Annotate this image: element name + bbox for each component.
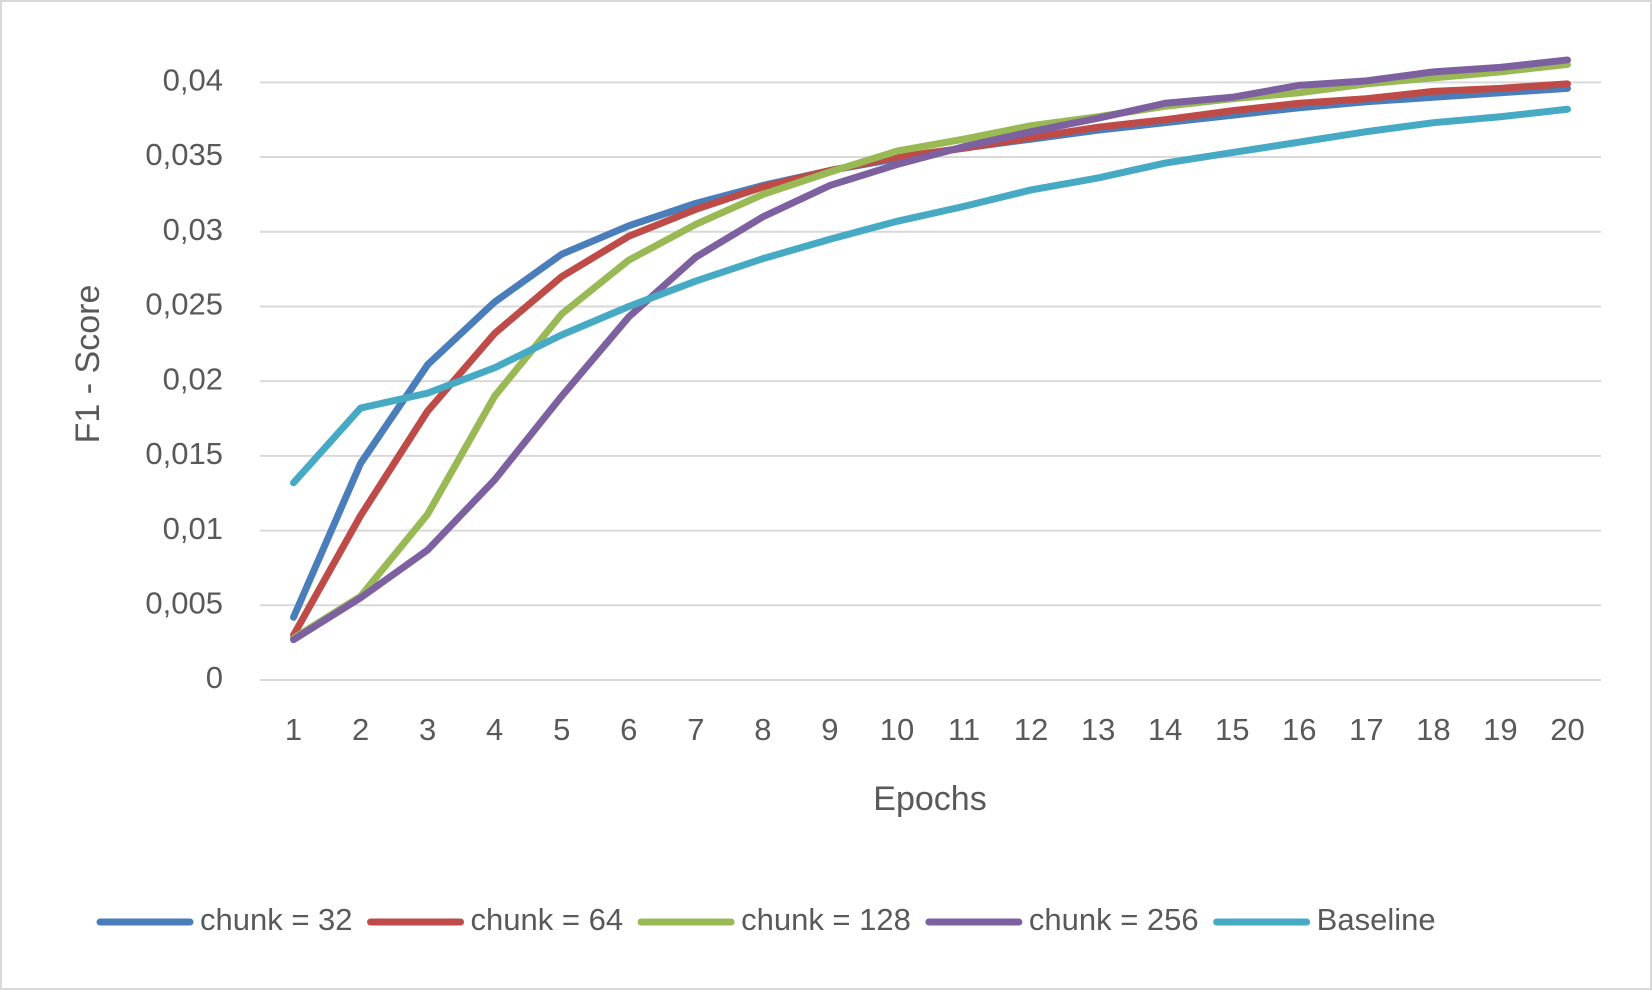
legend-label: Baseline bbox=[1317, 902, 1436, 937]
x-tick-label: 11 bbox=[948, 712, 980, 747]
x-tick-label: 20 bbox=[1550, 712, 1584, 747]
y-tick-label: 0,03 bbox=[163, 212, 223, 247]
x-tick-label: 14 bbox=[1148, 712, 1182, 747]
y-tick-label: 0,02 bbox=[163, 361, 223, 396]
x-tick-label: 5 bbox=[553, 712, 570, 747]
x-tick-label: 6 bbox=[620, 712, 637, 747]
y-tick-label: 0,035 bbox=[145, 137, 223, 172]
x-axis-title: Epochs bbox=[873, 780, 986, 818]
y-tick-label: 0 bbox=[206, 660, 223, 695]
series-line bbox=[290, 60, 1571, 642]
y-tick-label: 0,005 bbox=[145, 585, 223, 620]
legend-label: chunk = 64 bbox=[471, 902, 624, 937]
legend-label: chunk = 256 bbox=[1029, 902, 1199, 937]
x-tick-label: 18 bbox=[1416, 712, 1450, 747]
x-tick-label: 8 bbox=[754, 712, 771, 747]
x-tick-label: 4 bbox=[486, 712, 503, 747]
y-axis-title: F1 - Score bbox=[69, 285, 107, 444]
x-tick-label: 7 bbox=[687, 712, 704, 747]
legend-label: chunk = 32 bbox=[200, 902, 353, 937]
x-tick-label: 10 bbox=[880, 712, 914, 747]
y-tick-label: 0,01 bbox=[163, 511, 223, 546]
x-tick-label: 17 bbox=[1349, 712, 1383, 747]
series-line bbox=[290, 105, 1571, 487]
y-tick-label: 0,015 bbox=[145, 436, 223, 471]
y-tick-label: 0,025 bbox=[145, 287, 223, 322]
x-tick-label: 3 bbox=[419, 712, 436, 747]
x-tick-label: 19 bbox=[1483, 712, 1517, 747]
x-tick-label: 2 bbox=[352, 712, 369, 747]
legend-label: chunk = 128 bbox=[741, 902, 911, 937]
x-tick-label: 1 bbox=[285, 712, 302, 747]
x-tick-label: 15 bbox=[1215, 712, 1249, 747]
x-tick-label: 12 bbox=[1014, 712, 1048, 747]
x-tick-label: 16 bbox=[1282, 712, 1316, 747]
x-tick-label: 9 bbox=[821, 712, 838, 747]
x-tick-label: 13 bbox=[1081, 712, 1115, 747]
y-tick-label: 0,04 bbox=[163, 63, 223, 98]
series-line bbox=[290, 56, 1571, 644]
